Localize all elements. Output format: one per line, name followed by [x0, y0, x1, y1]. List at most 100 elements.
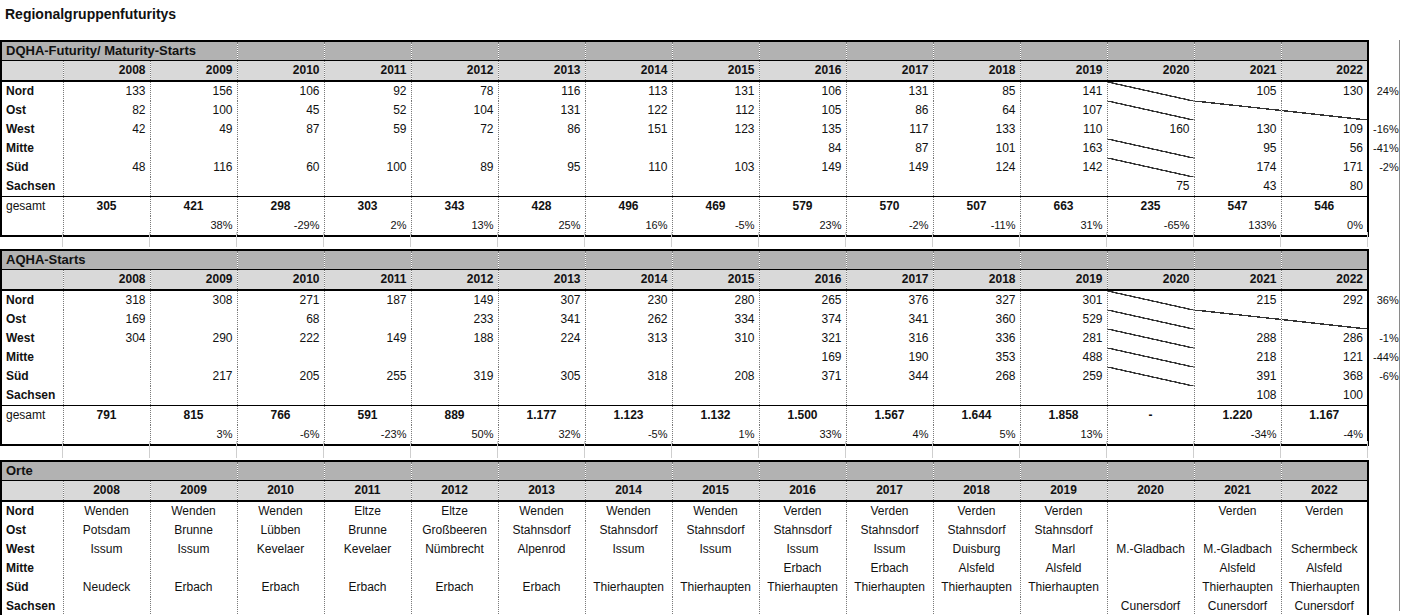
cell-aqha-mitte-2019[interactable]: 488 [1020, 348, 1107, 367]
year-header-orte-2017[interactable]: 2017 [846, 481, 933, 502]
cell-orte-west-2019[interactable]: Marl [1020, 540, 1107, 559]
cell-dqha-ost-2009[interactable]: 100 [150, 101, 237, 120]
cell-dqha-west-2020[interactable]: 160 [1107, 120, 1194, 139]
cell-dqha-mitte-2022[interactable]: 56 [1281, 139, 1368, 158]
cell-dqha-sachsen-2016[interactable] [759, 177, 846, 197]
cell-orte-nord-2009[interactable]: Wenden [150, 501, 237, 521]
total-aqha-2010[interactable]: 766 [237, 406, 324, 426]
year-header-orte-2015[interactable]: 2015 [672, 481, 759, 502]
total-dqha-2011[interactable]: 303 [324, 197, 411, 217]
cell-orte-nord-2021[interactable]: Verden [1194, 501, 1281, 521]
cell-dqha-west-2010[interactable]: 87 [237, 120, 324, 139]
cell-aqha-sachsen-2010[interactable] [237, 386, 324, 406]
cell-dqha-ost-2022[interactable] [1281, 101, 1368, 120]
cell-orte-s-d-2010[interactable]: Erbach [237, 578, 324, 597]
section-header-fill[interactable] [411, 461, 498, 481]
year-header-dqha-2015[interactable]: 2015 [672, 61, 759, 82]
total-dqha-2021[interactable]: 547 [1194, 197, 1281, 217]
cell-orte-west-2009[interactable]: Issum [150, 540, 237, 559]
section-header-fill[interactable] [585, 461, 672, 481]
cell-orte-nord-2010[interactable]: Wenden [237, 501, 324, 521]
cell-orte-nord-2017[interactable]: Verden [846, 501, 933, 521]
row-label-aqha-sachsen[interactable]: Sachsen [1, 386, 63, 406]
cell-dqha-s-d-2013[interactable]: 95 [498, 158, 585, 177]
row-label-dqha-sachsen[interactable]: Sachsen [1, 177, 63, 197]
year-header-dqha-2016[interactable]: 2016 [759, 61, 846, 82]
cell-orte-mitte-2009[interactable] [150, 559, 237, 578]
row-label-orte-ost[interactable]: Ost [1, 521, 63, 540]
section-header-fill[interactable] [1020, 250, 1107, 270]
section-header-fill[interactable] [411, 250, 498, 270]
section-header-fill[interactable] [846, 250, 933, 270]
row-label-dqha-ost[interactable]: Ost [1, 101, 63, 120]
cell-orte-sachsen-2008[interactable] [63, 597, 150, 615]
cell-dqha-nord-2018[interactable]: 85 [933, 81, 1020, 101]
cell-orte-mitte-2019[interactable]: Alsfeld [1020, 559, 1107, 578]
total-dqha-2019[interactable]: 663 [1020, 197, 1107, 217]
cell-aqha-ost-2012[interactable]: 233 [411, 310, 498, 329]
section-header-fill[interactable] [498, 250, 585, 270]
cell-orte-s-d-2021[interactable]: Thierhaupten [1194, 578, 1281, 597]
cell-aqha-mitte-2011[interactable] [324, 348, 411, 367]
year-header-aqha-2011[interactable]: 2011 [324, 270, 411, 291]
cell-dqha-ost-2018[interactable]: 64 [933, 101, 1020, 120]
section-header-fill[interactable] [1020, 41, 1107, 61]
total-dqha-2014[interactable]: 496 [585, 197, 672, 217]
cell-dqha-west-2021[interactable]: 130 [1194, 120, 1281, 139]
cell-dqha-west-2013[interactable]: 86 [498, 120, 585, 139]
cell-dqha-ost-2010[interactable]: 45 [237, 101, 324, 120]
cell-dqha-sachsen-2013[interactable] [498, 177, 585, 197]
cell-dqha-s-d-2020[interactable] [1107, 158, 1194, 177]
cell-aqha-west-2021[interactable]: 288 [1194, 329, 1281, 348]
cell-orte-s-d-2022[interactable]: Thierhaupten [1281, 578, 1368, 597]
cell-dqha-west-2018[interactable]: 133 [933, 120, 1020, 139]
cell-aqha-west-2013[interactable]: 224 [498, 329, 585, 348]
section-header-fill[interactable] [1281, 41, 1368, 61]
cell-orte-ost-2014[interactable]: Stahnsdorf [585, 521, 672, 540]
year-header-orte-2009[interactable]: 2009 [150, 481, 237, 502]
cell-orte-nord-2008[interactable]: Wenden [63, 501, 150, 521]
year-header-aqha-2013[interactable]: 2013 [498, 270, 585, 291]
year-header-orte-2018[interactable]: 2018 [933, 481, 1020, 502]
cell-aqha-nord-2014[interactable]: 230 [585, 290, 672, 310]
cell-dqha-s-d-2011[interactable]: 100 [324, 158, 411, 177]
cell-dqha-nord-2016[interactable]: 106 [759, 81, 846, 101]
cell-orte-ost-2020[interactable] [1107, 521, 1194, 540]
cell-dqha-mitte-2017[interactable]: 87 [846, 139, 933, 158]
total-dqha-2013[interactable]: 428 [498, 197, 585, 217]
total-dqha-2010[interactable]: 298 [237, 197, 324, 217]
cell-aqha-nord-2018[interactable]: 327 [933, 290, 1020, 310]
total-aqha-2015[interactable]: 1.132 [672, 406, 759, 426]
total-label-aqha[interactable]: gesamt [1, 406, 63, 426]
year-header-aqha-2019[interactable]: 2019 [1020, 270, 1107, 291]
cell-dqha-west-2009[interactable]: 49 [150, 120, 237, 139]
year-header-aqha-2020[interactable]: 2020 [1107, 270, 1194, 291]
cell-aqha-ost-2016[interactable]: 374 [759, 310, 846, 329]
cell-dqha-nord-2020[interactable] [1107, 81, 1194, 101]
cell-dqha-s-d-2022[interactable]: 171 [1281, 158, 1368, 177]
cell-orte-ost-2019[interactable]: Stahnsdorf [1020, 521, 1107, 540]
cell-dqha-sachsen-2022[interactable]: 80 [1281, 177, 1368, 197]
cell-orte-ost-2012[interactable]: Großbeeren [411, 521, 498, 540]
cell-aqha-mitte-2016[interactable]: 169 [759, 348, 846, 367]
cell-aqha-west-2010[interactable]: 222 [237, 329, 324, 348]
year-header-orte-2011[interactable]: 2011 [324, 481, 411, 502]
cell-aqha-ost-2020[interactable] [1107, 310, 1194, 329]
year-header-dqha-2012[interactable]: 2012 [411, 61, 498, 82]
cell-dqha-west-2008[interactable]: 42 [63, 120, 150, 139]
row-label-orte-mitte[interactable]: Mitte [1, 559, 63, 578]
cell-orte-west-2014[interactable]: Issum [585, 540, 672, 559]
cell-aqha-s-d-2011[interactable]: 255 [324, 367, 411, 386]
cell-aqha-nord-2022[interactable]: 292 [1281, 290, 1368, 310]
cell-orte-nord-2012[interactable]: Eltze [411, 501, 498, 521]
cell-orte-sachsen-2021[interactable]: Cunersdorf [1194, 597, 1281, 615]
section-header-fill[interactable] [672, 461, 759, 481]
total-aqha-2009[interactable]: 815 [150, 406, 237, 426]
row-label-aqha-nord[interactable]: Nord [1, 290, 63, 310]
cell-dqha-mitte-2020[interactable] [1107, 139, 1194, 158]
row-label-dqha-west[interactable]: West [1, 120, 63, 139]
cell-aqha-ost-2022[interactable] [1281, 310, 1368, 329]
cell-aqha-west-2017[interactable]: 316 [846, 329, 933, 348]
cell-orte-sachsen-2018[interactable] [933, 597, 1020, 615]
total-aqha-2016[interactable]: 1.500 [759, 406, 846, 426]
